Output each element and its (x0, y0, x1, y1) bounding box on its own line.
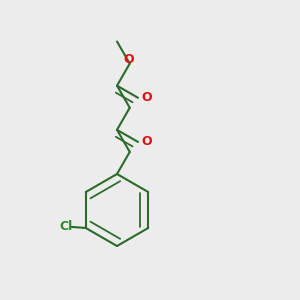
Text: Cl: Cl (60, 220, 73, 233)
Text: O: O (123, 52, 134, 66)
Text: O: O (142, 91, 152, 104)
Text: O: O (142, 135, 152, 148)
